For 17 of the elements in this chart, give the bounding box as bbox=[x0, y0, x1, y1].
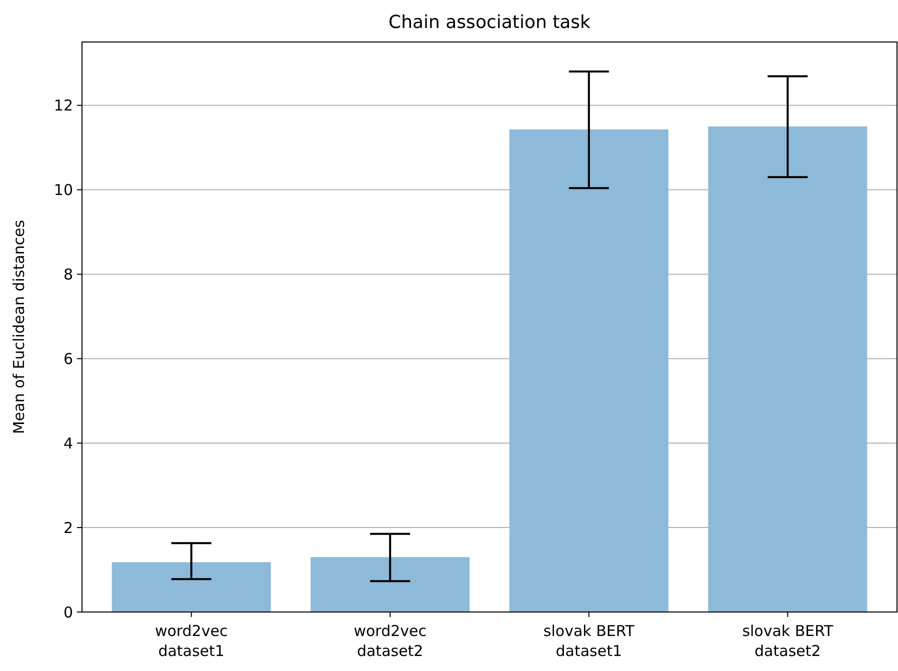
y-tick-label: 2 bbox=[63, 518, 73, 537]
y-axis-title: Mean of Euclidean distances bbox=[10, 220, 28, 434]
x-tick-label: slovak BERT dataset1 bbox=[543, 622, 636, 660]
bar bbox=[112, 562, 271, 612]
x-tick-label: word2vec dataset1 bbox=[154, 622, 228, 660]
y-tick-label: 10 bbox=[54, 181, 73, 200]
x-tick-label: slovak BERT dataset2 bbox=[742, 622, 834, 660]
bar bbox=[310, 557, 470, 612]
y-tick-label: 0 bbox=[63, 603, 73, 622]
bar bbox=[708, 126, 868, 612]
y-tick-label: 12 bbox=[54, 96, 73, 115]
y-tick-label: 8 bbox=[63, 265, 73, 284]
bar bbox=[509, 129, 668, 612]
y-tick-label: 4 bbox=[63, 434, 73, 452]
y-tick-label: 6 bbox=[63, 350, 73, 368]
x-tick-label: word2vec dataset2 bbox=[354, 622, 426, 660]
chart-title: Chain association task bbox=[388, 12, 592, 33]
